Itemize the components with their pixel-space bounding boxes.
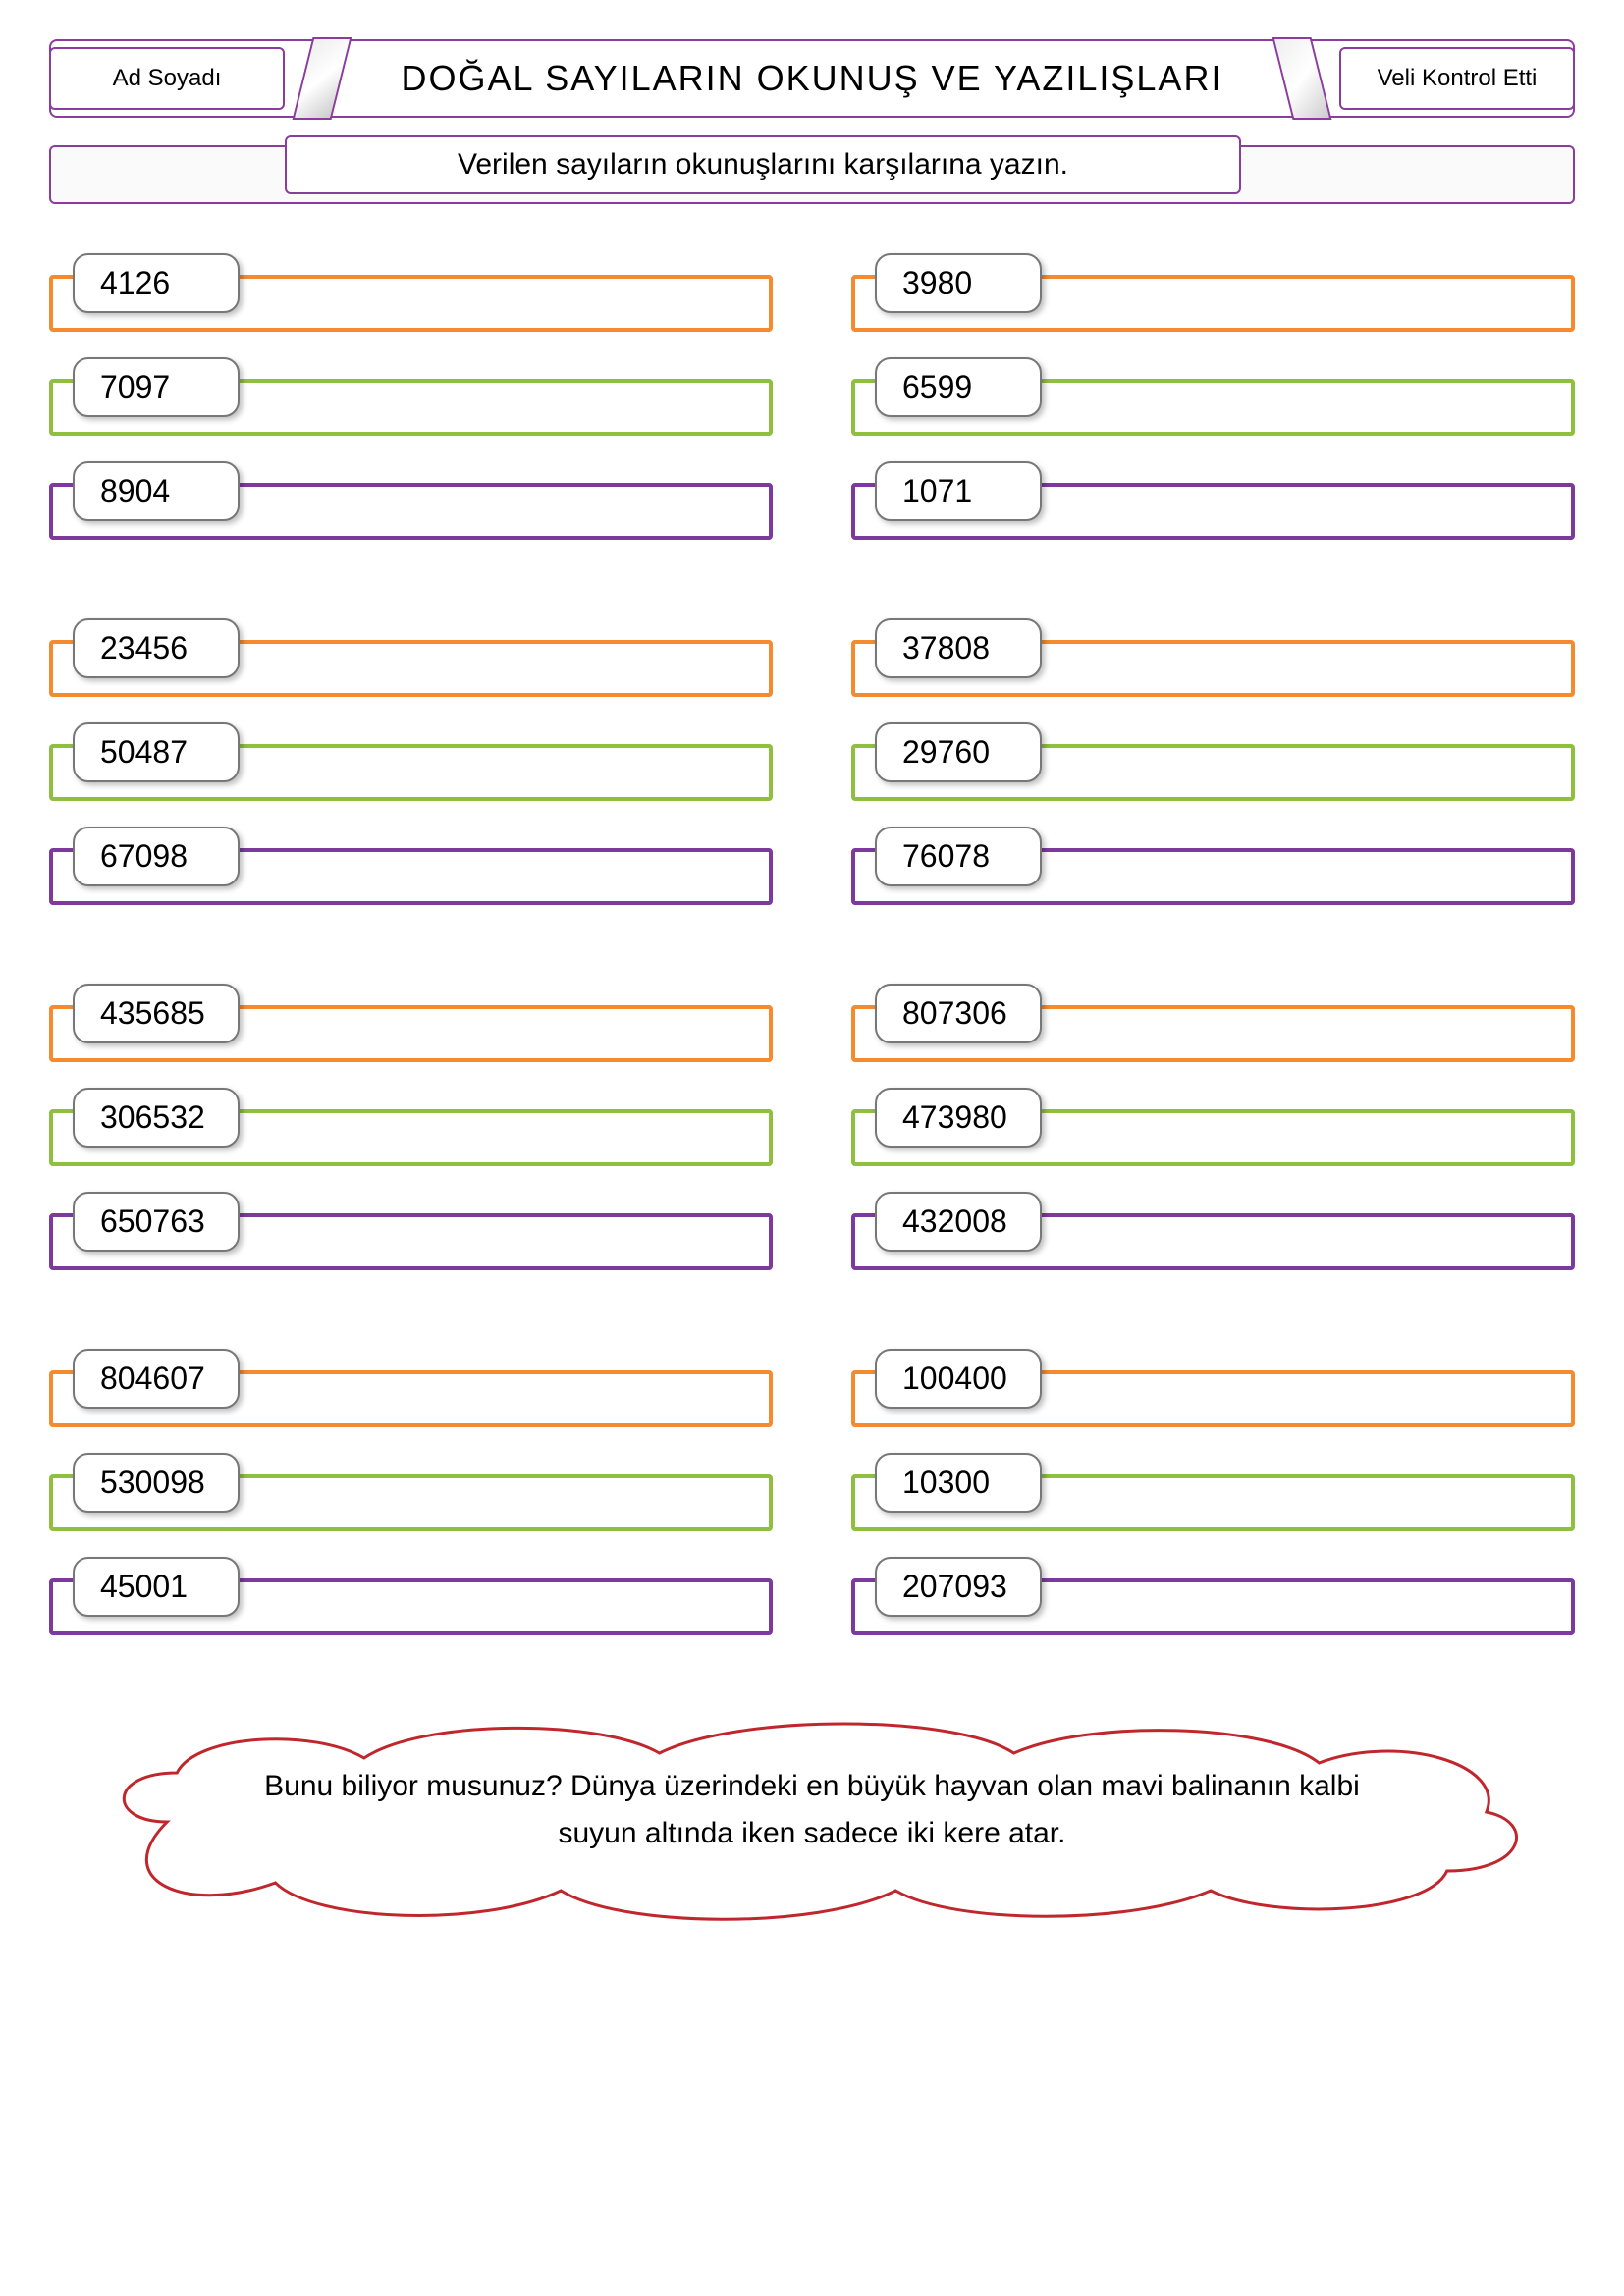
number-pill: 100400 [875,1349,1042,1409]
number-cell: 7097 [49,357,773,436]
number-pill: 306532 [73,1088,240,1148]
number-row: 4126 3980 [49,253,1575,332]
number-pill: 37808 [875,618,1042,678]
instruction-box: Verilen sayıların okunuşlarını karşıları… [285,135,1241,194]
number-cell: 29760 [851,722,1575,801]
number-cell: 50487 [49,722,773,801]
number-cell: 6599 [851,357,1575,436]
number-cell: 473980 [851,1088,1575,1166]
instruction-text: Verilen sayıların okunuşlarını karşıları… [458,148,1068,182]
number-pill: 432008 [875,1192,1042,1252]
number-pill: 207093 [875,1557,1042,1617]
number-cell: 37808 [851,618,1575,697]
number-pill: 650763 [73,1192,240,1252]
number-cell: 4126 [49,253,773,332]
number-pill: 530098 [73,1453,240,1513]
number-pill: 23456 [73,618,240,678]
number-cell: 1071 [851,461,1575,540]
number-cell: 45001 [49,1557,773,1635]
fun-fact-text: Bunu biliyor musunuz? Dünya üzerindeki e… [245,1763,1379,1857]
number-cell: 804607 [49,1349,773,1427]
number-cell: 8904 [49,461,773,540]
number-row: 435685 807306 [49,984,1575,1062]
number-cell: 10300 [851,1453,1575,1531]
number-group: 804607 100400 530098 10300 45001 207093 [49,1349,1575,1635]
number-cell: 76078 [851,827,1575,905]
number-row: 804607 100400 [49,1349,1575,1427]
number-pill: 76078 [875,827,1042,886]
number-row: 530098 10300 [49,1453,1575,1531]
worksheet-header: DOĞAL SAYILARIN OKUNUŞ VE YAZILIŞLARI Ad… [49,39,1575,118]
number-pill: 804607 [73,1349,240,1409]
number-row: 23456 37808 [49,618,1575,697]
number-pill: 3980 [875,253,1042,313]
number-cell: 432008 [851,1192,1575,1270]
number-row: 306532 473980 [49,1088,1575,1166]
number-pill: 10300 [875,1453,1042,1513]
number-pill: 1071 [875,461,1042,521]
number-groups: 4126398070976599890410712345637808504872… [49,253,1575,1635]
number-pill: 7097 [73,357,240,417]
number-row: 67098 76078 [49,827,1575,905]
number-row: 7097 6599 [49,357,1575,436]
number-row: 45001 207093 [49,1557,1575,1635]
number-pill: 6599 [875,357,1042,417]
number-row: 50487 29760 [49,722,1575,801]
number-pill: 4126 [73,253,240,313]
fun-fact-cloud: Bunu biliyor musunuz? Dünya üzerindeki e… [49,1714,1575,1930]
instruction-strip: Verilen sayıların okunuşlarını karşıları… [49,135,1575,204]
number-cell: 100400 [851,1349,1575,1427]
number-row: 650763 432008 [49,1192,1575,1270]
number-pill: 435685 [73,984,240,1043]
number-cell: 23456 [49,618,773,697]
number-pill: 29760 [875,722,1042,782]
number-group: 23456 37808 50487 29760 67098 76078 [49,618,1575,905]
number-pill: 8904 [73,461,240,521]
name-field-box[interactable]: Ad Soyadı [49,47,285,110]
number-cell: 650763 [49,1192,773,1270]
number-cell: 807306 [851,984,1575,1062]
number-pill: 50487 [73,722,240,782]
number-group: 435685 807306 306532 473980 650763 432008 [49,984,1575,1270]
number-pill: 473980 [875,1088,1042,1148]
number-group: 4126 3980 7097 6599 8904 1071 [49,253,1575,540]
name-field-label: Ad Soyadı [113,65,222,92]
parent-check-label: Veli Kontrol Etti [1378,65,1538,92]
number-cell: 67098 [49,827,773,905]
parent-check-box[interactable]: Veli Kontrol Etti [1339,47,1575,110]
number-cell: 435685 [49,984,773,1062]
number-cell: 306532 [49,1088,773,1166]
number-pill: 67098 [73,827,240,886]
number-cell: 3980 [851,253,1575,332]
number-row: 8904 1071 [49,461,1575,540]
number-cell: 207093 [851,1557,1575,1635]
page-title: DOĞAL SAYILARIN OKUNUŞ VE YAZILIŞLARI [402,58,1223,99]
number-pill: 807306 [875,984,1042,1043]
number-pill: 45001 [73,1557,240,1617]
number-cell: 530098 [49,1453,773,1531]
